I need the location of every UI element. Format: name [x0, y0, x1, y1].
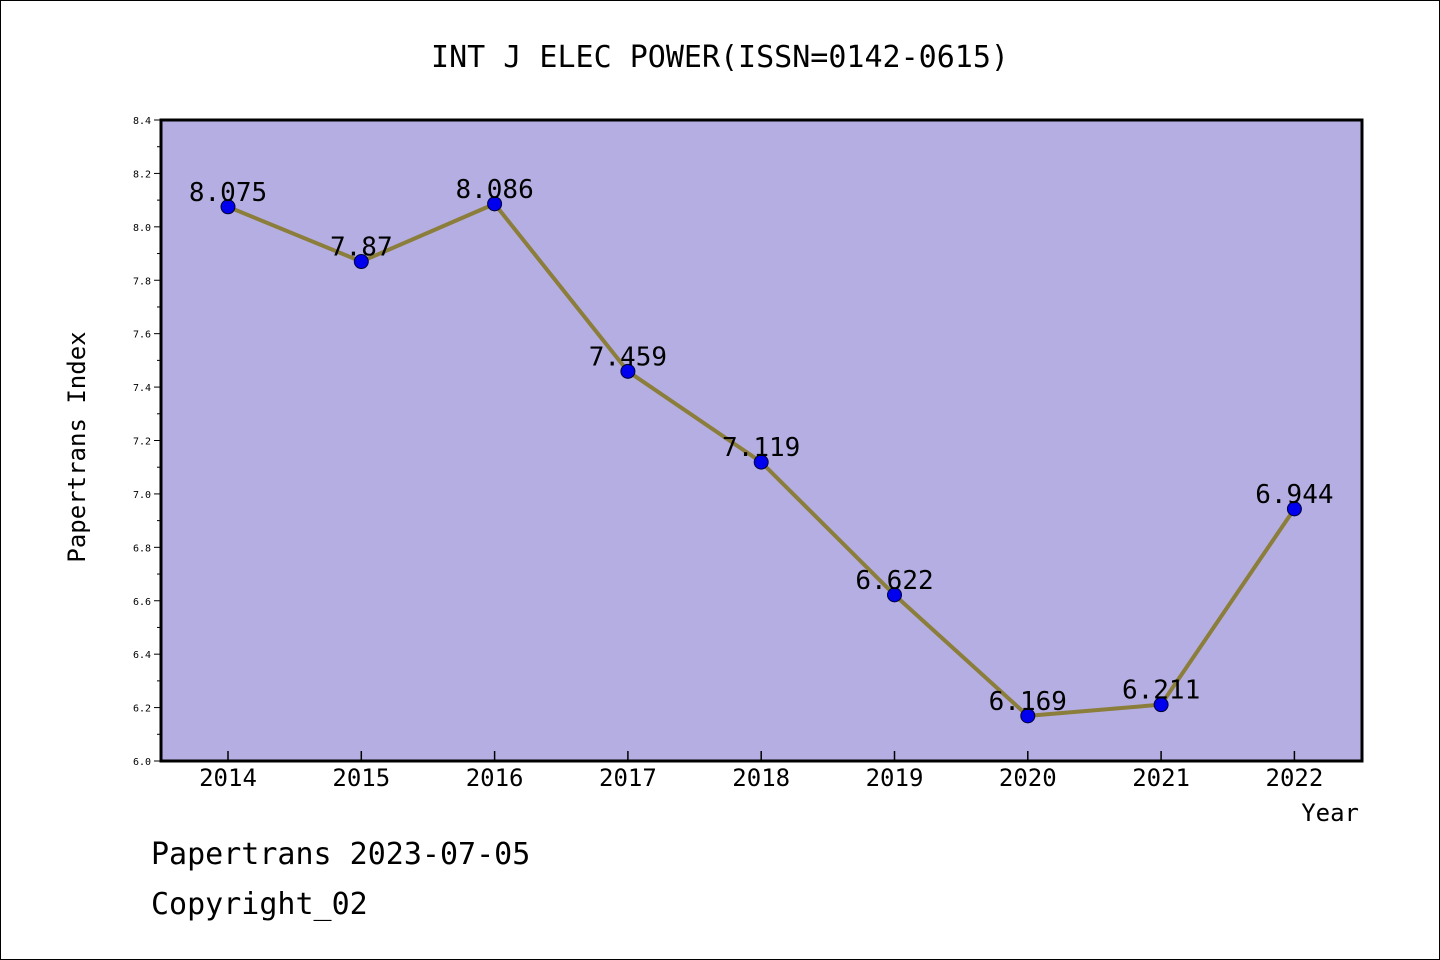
x-tick-label: 2018 [732, 764, 790, 792]
y-tick-label: 7.0 [133, 490, 151, 501]
data-point [1286, 501, 1302, 517]
x-tick-label: 2020 [999, 764, 1057, 792]
x-axis: 2014 2015 2016 2017 2018 2019 2020 2021 2022 [199, 751, 1323, 792]
data-label: 6.169 [989, 687, 1067, 717]
data-point [887, 587, 902, 603]
y-tick-label: 7.2 [133, 437, 151, 448]
x-tick-label: 2021 [1132, 764, 1190, 792]
chart-title: INT J ELEC POWER(ISSN=0142-0615) [431, 40, 1009, 75]
data-label: 8.086 [455, 175, 533, 205]
data-label: 6.622 [855, 566, 933, 596]
y-tick-label: 8.0 [133, 223, 151, 234]
y-axis: 6.0 6.2 6.4 6.6 6.8 7.0 7.2 7.4 7.6 7.8 8.0 8.2 8.4 [133, 116, 161, 768]
data-label: 6.211 [1122, 676, 1200, 706]
y-tick-label: 7.4 [133, 383, 151, 394]
y-tick-label: 7.8 [133, 276, 151, 287]
data-point [220, 199, 236, 215]
data-point [753, 454, 769, 470]
x-tick-label: 2016 [466, 764, 524, 792]
y-tick-label: 6.2 [133, 704, 151, 715]
x-tick-label: 2019 [866, 764, 924, 792]
x-tick-label: 2017 [599, 764, 657, 792]
y-tick-label: 7.6 [133, 330, 151, 341]
data-point [1153, 697, 1169, 713]
data-point [620, 363, 636, 379]
data-labels: 8.075 7.87 8.086 7.459 7.119 6.622 6.169 6.211 6… [189, 175, 1334, 717]
footer-copyright: Copyright_02 [151, 887, 368, 922]
y-axis-label: Papertrans Index [63, 331, 91, 562]
data-label: 7.459 [589, 342, 667, 372]
data-label: 8.075 [189, 178, 267, 208]
data-label: 6.944 [1255, 480, 1333, 510]
footer-date: Papertrans 2023-07-05 [151, 837, 531, 872]
y-tick-label: 6.4 [133, 650, 151, 661]
data-markers [220, 196, 1302, 724]
y-tick-label: 8.4 [133, 116, 151, 127]
data-label: 7.119 [722, 433, 800, 463]
y-tick-label: 8.2 [133, 169, 151, 180]
data-label: 7.87 [330, 233, 393, 263]
x-tick-label: 2014 [199, 764, 257, 792]
y-tick-label: 6.6 [133, 597, 151, 608]
plot-area [159, 118, 1364, 763]
data-point [353, 254, 369, 270]
x-tick-label: 2022 [1266, 764, 1324, 792]
data-point [1020, 708, 1036, 724]
y-tick-label: 6.0 [133, 757, 151, 768]
x-tick-label: 2015 [332, 764, 390, 792]
x-axis-label: Year [1301, 799, 1359, 827]
data-point [487, 196, 503, 212]
y-tick-label: 6.8 [133, 543, 151, 554]
